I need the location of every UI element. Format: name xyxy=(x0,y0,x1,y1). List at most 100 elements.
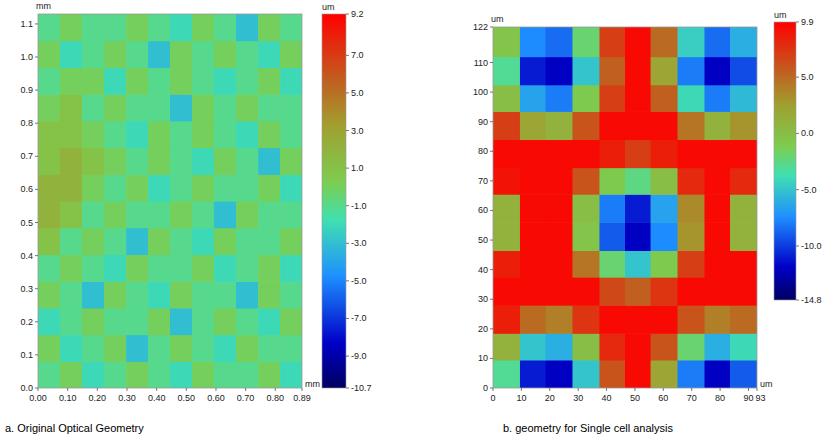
cell xyxy=(214,361,237,388)
cell xyxy=(214,94,237,121)
cell xyxy=(148,14,171,41)
cell xyxy=(148,335,171,362)
cell xyxy=(192,121,215,148)
cell xyxy=(192,308,215,335)
colorbar-tick-label: -14.8 xyxy=(801,295,822,305)
x-tick-label: 80 xyxy=(715,393,725,403)
cell xyxy=(599,85,625,112)
cell xyxy=(546,250,574,277)
cell xyxy=(704,277,730,306)
y-tick xyxy=(490,62,493,63)
cell xyxy=(170,67,193,94)
cell xyxy=(546,360,574,388)
cell xyxy=(704,333,730,360)
cell xyxy=(236,228,259,255)
cell xyxy=(60,14,83,41)
cell xyxy=(60,335,83,362)
cell xyxy=(38,335,61,362)
cell xyxy=(678,57,706,86)
cell xyxy=(170,148,193,175)
plot-area xyxy=(493,27,757,388)
cell xyxy=(730,360,757,388)
colorbar-tick xyxy=(346,280,349,281)
cell xyxy=(280,254,302,281)
x-tick xyxy=(302,388,303,391)
colorbar-tick-label: -9.0 xyxy=(351,351,367,361)
cell xyxy=(572,111,600,140)
cell xyxy=(126,121,149,148)
cell xyxy=(104,67,127,94)
cell xyxy=(148,121,171,148)
cell xyxy=(625,250,651,277)
cell xyxy=(280,174,302,201)
cell xyxy=(104,281,127,308)
y-tick-label: 70 xyxy=(478,176,488,186)
cell xyxy=(520,57,546,86)
cell xyxy=(170,94,193,121)
plot-frame xyxy=(38,14,302,388)
cell xyxy=(280,121,302,148)
colorbar-tick xyxy=(796,77,799,78)
colorbar-tick xyxy=(346,130,349,131)
cell xyxy=(730,305,757,334)
cell xyxy=(38,281,61,308)
cell xyxy=(258,148,281,175)
cell xyxy=(599,139,625,168)
colorbar-tick xyxy=(346,92,349,93)
x-tick xyxy=(549,388,550,391)
cell xyxy=(493,250,521,277)
cell xyxy=(126,14,149,41)
cell xyxy=(730,250,757,277)
cell xyxy=(82,14,105,41)
cell xyxy=(38,121,61,148)
y-tick xyxy=(490,121,493,122)
cell xyxy=(126,148,149,175)
colorbar-tick-label: -10.7 xyxy=(351,383,372,393)
cell xyxy=(651,139,679,168)
colorbar-tick-label: 9.2 xyxy=(351,9,364,19)
colorbar-tick-label: 5.0 xyxy=(351,88,364,98)
cell xyxy=(493,360,521,388)
cell xyxy=(625,168,651,195)
cell xyxy=(280,94,302,121)
cell xyxy=(730,85,757,112)
cell xyxy=(730,139,757,168)
y-tick xyxy=(35,57,38,58)
y-tick xyxy=(35,189,38,190)
cell xyxy=(678,139,706,168)
cell xyxy=(520,85,546,112)
y-tick-label: 0.1 xyxy=(20,350,33,360)
colorbar-tick-label: 9.9 xyxy=(801,17,814,27)
cell xyxy=(704,57,730,86)
colorbar-tick xyxy=(346,356,349,357)
cell xyxy=(214,41,237,68)
x-tick xyxy=(156,388,157,391)
cell xyxy=(60,308,83,335)
cell xyxy=(678,194,706,223)
cell xyxy=(520,277,546,306)
cell xyxy=(730,27,757,57)
cell xyxy=(38,254,61,281)
cell xyxy=(126,335,149,362)
cell xyxy=(651,57,679,86)
cell xyxy=(148,361,171,388)
cell xyxy=(236,201,259,228)
colorbar-tick xyxy=(796,300,799,301)
y-tick-label: 0 xyxy=(483,383,488,393)
y-tick xyxy=(35,388,38,389)
y-tick xyxy=(490,388,493,389)
cell xyxy=(82,308,105,335)
cell xyxy=(82,281,105,308)
x-tick-label: 0.50 xyxy=(178,393,196,403)
cell xyxy=(82,41,105,68)
cell xyxy=(126,254,149,281)
cell xyxy=(236,121,259,148)
cell xyxy=(572,222,600,251)
cell xyxy=(651,85,679,112)
cell xyxy=(678,305,706,334)
x-tick xyxy=(634,388,635,391)
plot-area xyxy=(38,14,302,388)
cell xyxy=(148,174,171,201)
caption: a. Original Optical Geometry xyxy=(5,422,144,434)
cell xyxy=(678,250,706,277)
